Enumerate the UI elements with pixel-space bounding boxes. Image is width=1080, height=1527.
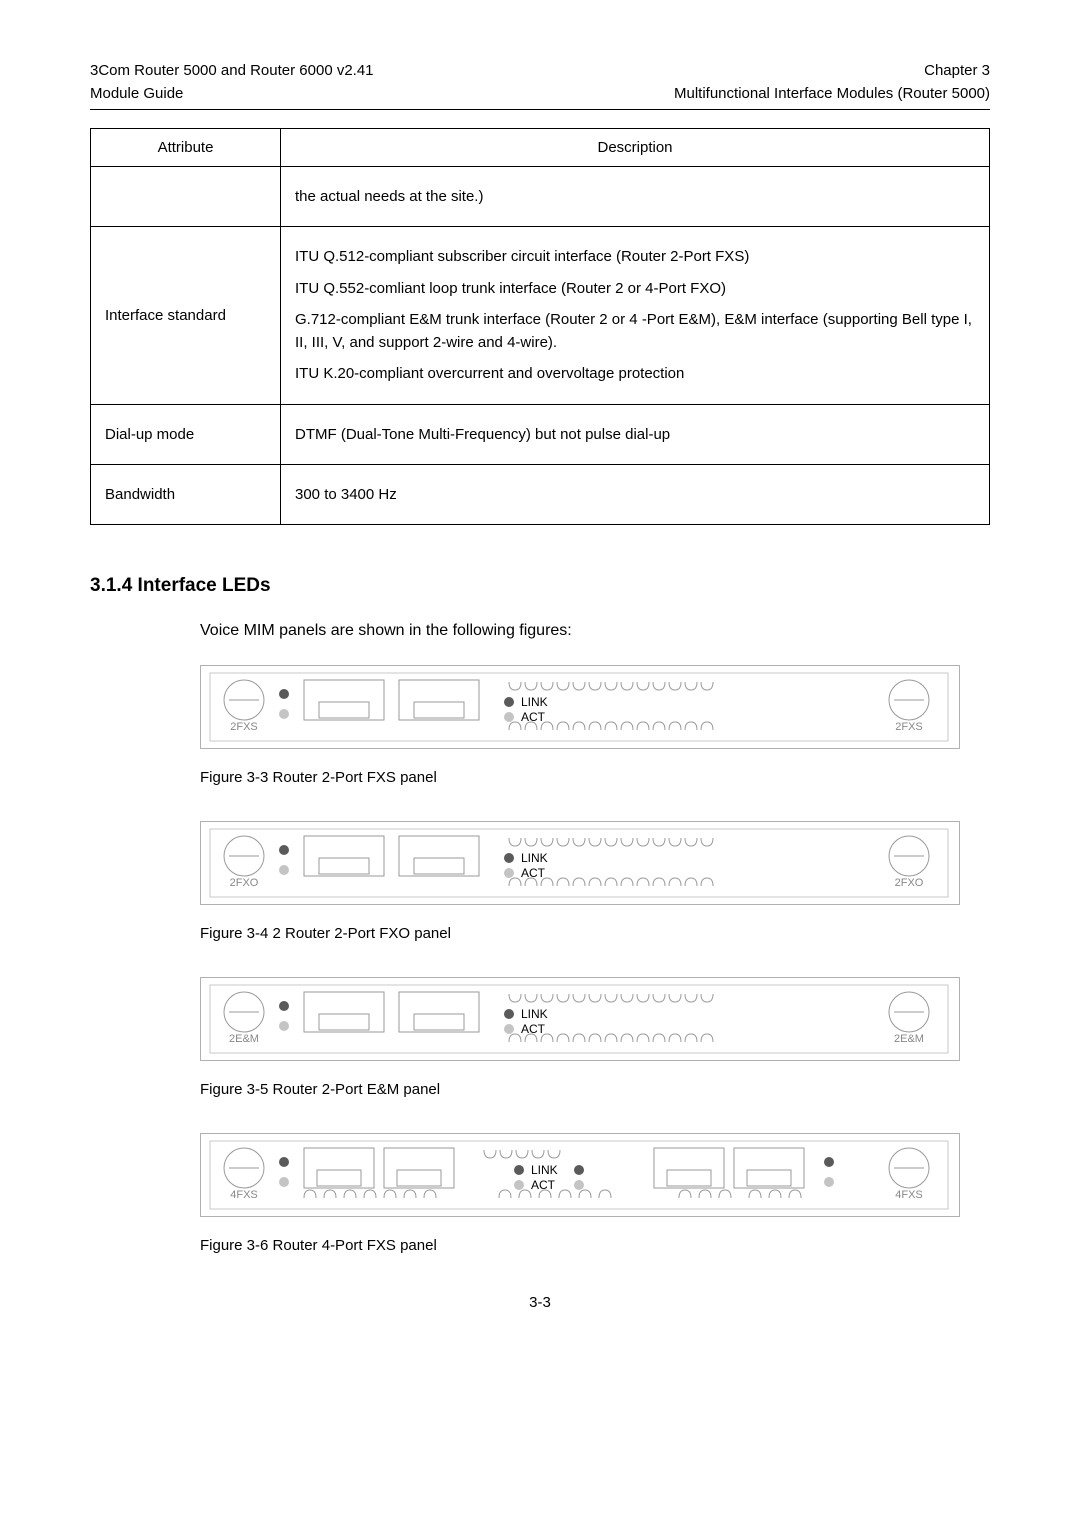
caption-4fxs: Figure 3-6 Router 4-Port FXS panel xyxy=(200,1237,990,1254)
label-act: ACT xyxy=(521,1022,546,1036)
led-light-icon xyxy=(504,868,514,878)
label-2fxo-left: 2FXO xyxy=(230,877,259,889)
page-header: 3Com Router 5000 and Router 6000 v2.41 M… xyxy=(90,60,990,110)
led-light-icon xyxy=(574,1180,584,1190)
led-light-icon xyxy=(504,712,514,722)
led-light-icon xyxy=(824,1177,834,1187)
label-2fxs-right: 2FXS xyxy=(895,721,923,733)
label-2fxo-right: 2FXO xyxy=(895,877,924,889)
label-4fxs-left: 4FXS xyxy=(230,1189,258,1201)
table-row: Interface standard ITU Q.512-compliant s… xyxy=(91,227,990,404)
header-right-line1: Chapter 3 xyxy=(674,60,990,83)
led-light-icon xyxy=(279,1021,289,1031)
header-left: 3Com Router 5000 and Router 6000 v2.41 M… xyxy=(90,60,374,105)
intro-text: Voice MIM panels are shown in the follow… xyxy=(200,622,990,640)
label-2em-left: 2E&M xyxy=(229,1033,259,1045)
caption-2fxo: Figure 3-4 2 Router 2-Port FXO panel xyxy=(200,925,990,942)
caption-2fxs: Figure 3-3 Router 2-Port FXS panel xyxy=(200,769,990,786)
page-number: 3-3 xyxy=(90,1294,990,1311)
led-dark-icon xyxy=(279,1001,289,1011)
panel-2em: 2E&M LINK ACT 2E&M xyxy=(200,977,960,1061)
led-dark-icon xyxy=(504,853,514,863)
label-4fxs-right: 4FXS xyxy=(895,1189,923,1201)
label-link: LINK xyxy=(521,695,548,709)
panel-2em-svg: 2E&M LINK ACT 2E&M xyxy=(209,984,949,1054)
panel-2fxo-svg: 2FXO LINK ACT 2FXO xyxy=(209,828,949,898)
cell-desc: 300 to 3400 Hz xyxy=(281,464,990,524)
label-link: LINK xyxy=(521,851,548,865)
table-row: the actual needs at the site.) xyxy=(91,167,990,227)
header-right: Chapter 3 Multifunctional Interface Modu… xyxy=(674,60,990,105)
label-act: ACT xyxy=(521,710,546,724)
label-link: LINK xyxy=(531,1163,558,1177)
led-light-icon xyxy=(279,1177,289,1187)
section-heading: 3.1.4 Interface LEDs xyxy=(90,575,990,597)
led-dark-icon xyxy=(824,1157,834,1167)
led-dark-icon xyxy=(504,1009,514,1019)
panel-2fxs-svg: 2FXS vent xyxy=(209,672,949,742)
label-act: ACT xyxy=(521,866,546,880)
panel-4fxs-svg: 4FXS LINK ACT 4FXS xyxy=(209,1140,949,1210)
col-header-description: Description xyxy=(281,129,990,167)
spec-table: Attribute Description the actual needs a… xyxy=(90,128,990,525)
caption-2em: Figure 3-5 Router 2-Port E&M panel xyxy=(200,1081,990,1098)
table-row: Dial-up mode DTMF (Dual-Tone Multi-Frequ… xyxy=(91,404,990,464)
header-left-line1: 3Com Router 5000 and Router 6000 v2.41 xyxy=(90,60,374,83)
led-dark-icon xyxy=(279,689,289,699)
desc-line: 300 to 3400 Hz xyxy=(295,483,975,506)
label-2fxs-left: 2FXS xyxy=(230,721,258,733)
desc-line: ITU Q.552-comliant loop trunk interface … xyxy=(295,277,975,300)
label-2em-right: 2E&M xyxy=(894,1033,924,1045)
led-dark-icon xyxy=(514,1165,524,1175)
table-row: Bandwidth 300 to 3400 Hz xyxy=(91,464,990,524)
desc-line: ITU K.20-compliant overcurrent and overv… xyxy=(295,362,975,385)
led-dark-icon xyxy=(504,697,514,707)
cell-desc: ITU Q.512-compliant subscriber circuit i… xyxy=(281,227,990,404)
panel-4fxs: 4FXS LINK ACT 4FXS xyxy=(200,1133,960,1217)
led-dark-icon xyxy=(279,845,289,855)
panel-2fxs: 2FXS vent xyxy=(200,665,960,749)
panel-2fxo: 2FXO LINK ACT 2FXO xyxy=(200,821,960,905)
cell-attr: Dial-up mode xyxy=(91,404,281,464)
label-link: LINK xyxy=(521,1007,548,1021)
led-dark-icon xyxy=(279,1157,289,1167)
cell-desc: DTMF (Dual-Tone Multi-Frequency) but not… xyxy=(281,404,990,464)
desc-line: G.712-compliant E&M trunk interface (Rou… xyxy=(295,308,975,355)
desc-line: the actual needs at the site.) xyxy=(295,185,975,208)
header-left-line2: Module Guide xyxy=(90,83,374,106)
cell-attr: Bandwidth xyxy=(91,464,281,524)
cell-attr: Interface standard xyxy=(91,227,281,404)
led-light-icon xyxy=(504,1024,514,1034)
desc-line: DTMF (Dual-Tone Multi-Frequency) but not… xyxy=(295,423,975,446)
desc-line: ITU Q.512-compliant subscriber circuit i… xyxy=(295,245,975,268)
header-right-line2: Multifunctional Interface Modules (Route… xyxy=(674,83,990,106)
cell-desc: the actual needs at the site.) xyxy=(281,167,990,227)
led-light-icon xyxy=(279,865,289,875)
led-light-icon xyxy=(514,1180,524,1190)
cell-attr xyxy=(91,167,281,227)
col-header-attribute: Attribute xyxy=(91,129,281,167)
table-header-row: Attribute Description xyxy=(91,129,990,167)
led-dark-icon xyxy=(574,1165,584,1175)
led-light-icon xyxy=(279,709,289,719)
